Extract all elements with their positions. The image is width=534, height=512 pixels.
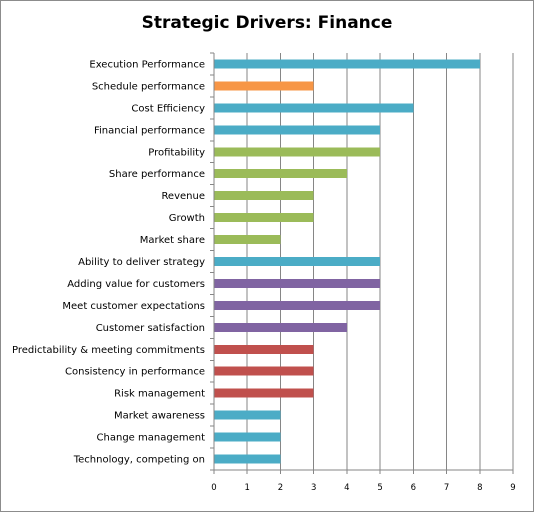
bar: [214, 235, 281, 245]
bar: [214, 300, 381, 310]
bar: [214, 257, 381, 266]
category-label: Predictability & meeting commitments: [12, 345, 205, 356]
category-label: Growth: [169, 213, 205, 224]
category-label: Schedule performance: [92, 81, 205, 92]
bar: [214, 388, 314, 398]
bar: [214, 169, 347, 179]
x-tick-label: 8: [477, 483, 482, 493]
x-tick-label: 9: [510, 483, 515, 493]
x-tick-label: 6: [411, 483, 416, 493]
category-label: Market share: [140, 235, 205, 246]
bar: [214, 454, 281, 464]
category-label: Customer satisfaction: [96, 323, 205, 334]
category-label: Market awareness: [114, 411, 205, 422]
category-label: Revenue: [161, 191, 205, 202]
category-label: Profitability: [148, 147, 205, 158]
x-tick-label: 4: [344, 483, 349, 493]
x-tick-label: 3: [311, 483, 316, 493]
category-label: Change management: [97, 433, 206, 444]
category-label: Adding value for customers: [67, 279, 205, 290]
x-tick-label: 2: [278, 483, 283, 493]
category-label: Ability to deliver strategy: [78, 257, 205, 268]
category-label: Technology, competing on: [73, 455, 205, 466]
x-tick-label: 7: [444, 483, 449, 493]
category-label: Execution Performance: [89, 59, 205, 70]
bar: [214, 322, 347, 332]
chart-title: Strategic Drivers: Finance: [141, 13, 393, 33]
bar: [214, 366, 314, 376]
bar: [214, 344, 314, 354]
bar: [214, 213, 314, 223]
x-tick-label: 0: [211, 483, 216, 493]
bar: [214, 191, 314, 201]
bar: [214, 59, 480, 69]
bar: [214, 81, 314, 91]
bar: [214, 147, 381, 157]
bar: [214, 125, 381, 135]
bar: [214, 410, 281, 420]
x-tick-label: 5: [377, 483, 382, 493]
category-label: Financial performance: [94, 125, 205, 136]
x-tick-label: 1: [245, 483, 250, 493]
category-label: Risk management: [114, 389, 205, 400]
category-label: Share performance: [109, 169, 205, 180]
bar: [214, 278, 381, 288]
bar: [214, 103, 414, 113]
category-label: Consistency in performance: [65, 367, 205, 378]
category-label: Cost Efficiency: [131, 103, 205, 114]
bar: [214, 432, 281, 442]
category-label: Meet customer expectations: [62, 301, 205, 312]
